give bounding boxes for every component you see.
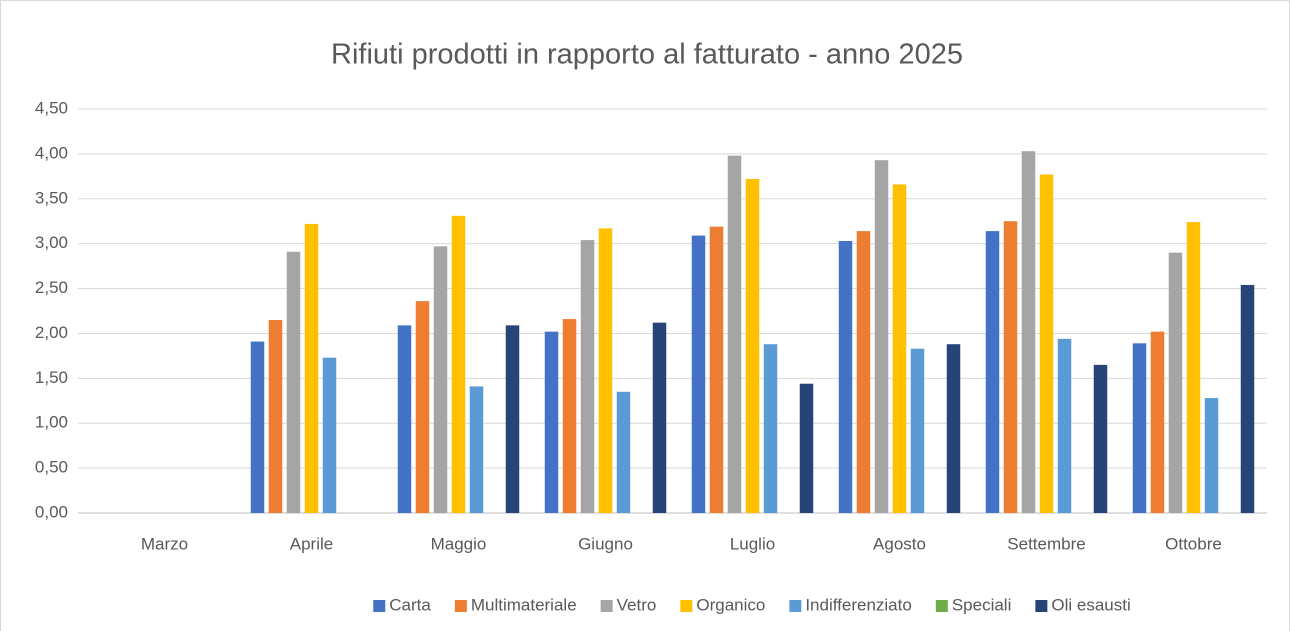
- x-tick-label: Luglio: [730, 534, 775, 553]
- bar: [469, 386, 484, 513]
- y-tick-label: 3,50: [35, 188, 68, 207]
- bar: [946, 344, 961, 513]
- legend-label: Carta: [389, 595, 431, 614]
- bar: [910, 348, 925, 513]
- bar: [985, 231, 1000, 513]
- bar: [286, 251, 301, 513]
- bar: [397, 325, 412, 513]
- bar: [250, 341, 265, 513]
- x-tick-label: Aprile: [290, 534, 333, 553]
- bar: [562, 319, 577, 513]
- bar: [1039, 174, 1054, 513]
- bar: [799, 383, 814, 513]
- x-tick-label: Agosto: [873, 534, 926, 553]
- bar: [709, 226, 724, 513]
- legend-label: Speciali: [952, 595, 1012, 614]
- x-tick-label: Ottobre: [1165, 534, 1222, 553]
- bar: [544, 331, 559, 513]
- y-tick-label: 1,00: [35, 413, 68, 432]
- legend-swatch: [373, 600, 386, 612]
- legend-label: Oli esausti: [1051, 595, 1130, 614]
- y-tick-label: 2,50: [35, 278, 68, 297]
- legend-swatch: [935, 600, 948, 612]
- legend-swatch: [789, 600, 802, 612]
- x-tick-label: Giugno: [578, 534, 633, 553]
- legend-swatch: [454, 600, 467, 612]
- bar: [1003, 221, 1018, 513]
- x-tick-label: Marzo: [141, 534, 188, 553]
- bar: [505, 325, 520, 513]
- bar: [856, 231, 871, 513]
- legend-label: Organico: [696, 595, 765, 614]
- bar: [892, 184, 907, 513]
- bar: [691, 235, 706, 513]
- bar: [1057, 338, 1072, 513]
- y-tick-label: 1,50: [35, 368, 68, 387]
- y-tick-label: 4,50: [35, 98, 68, 117]
- bar: [1204, 398, 1219, 513]
- bar: [304, 223, 319, 513]
- bar: [745, 179, 760, 513]
- legend-label: Indifferenziato: [805, 595, 911, 614]
- bar: [451, 215, 466, 513]
- bar: [874, 160, 889, 513]
- bar: [1240, 284, 1255, 513]
- bar: [415, 301, 430, 513]
- x-tick-label: Maggio: [431, 534, 487, 553]
- y-tick-label: 0,00: [35, 502, 68, 521]
- legend-swatch: [1035, 600, 1048, 612]
- bar: [1021, 151, 1036, 513]
- bar: [763, 344, 778, 513]
- legend-swatch: [600, 600, 613, 612]
- bar: [727, 155, 742, 513]
- bar: [616, 391, 631, 513]
- bar: [1168, 252, 1183, 513]
- bar: [1132, 343, 1147, 513]
- bar: [268, 319, 283, 513]
- legend: Carta Multimateriale Vetro Organico Indiffer…: [373, 595, 1131, 614]
- legend-label: Vetro: [617, 595, 657, 614]
- bar: [1093, 364, 1108, 513]
- bar: [580, 240, 595, 513]
- bar: [322, 357, 337, 513]
- bar: [838, 240, 853, 513]
- y-tick-label: 3,00: [35, 233, 68, 252]
- bar: [652, 322, 667, 513]
- bar: [1186, 222, 1201, 513]
- bar: [598, 228, 613, 513]
- y-tick-label: 2,00: [35, 323, 68, 342]
- bar: [433, 246, 448, 514]
- bar: [1150, 331, 1165, 513]
- x-tick-label: Settembre: [1007, 534, 1085, 553]
- chart-title: Rifiuti prodotti in rapporto al fatturat…: [331, 39, 963, 71]
- legend-label: Multimateriale: [471, 595, 577, 614]
- y-tick-label: 4,00: [35, 143, 68, 162]
- legend-swatch: [680, 600, 693, 612]
- y-tick-label: 0,50: [35, 458, 68, 477]
